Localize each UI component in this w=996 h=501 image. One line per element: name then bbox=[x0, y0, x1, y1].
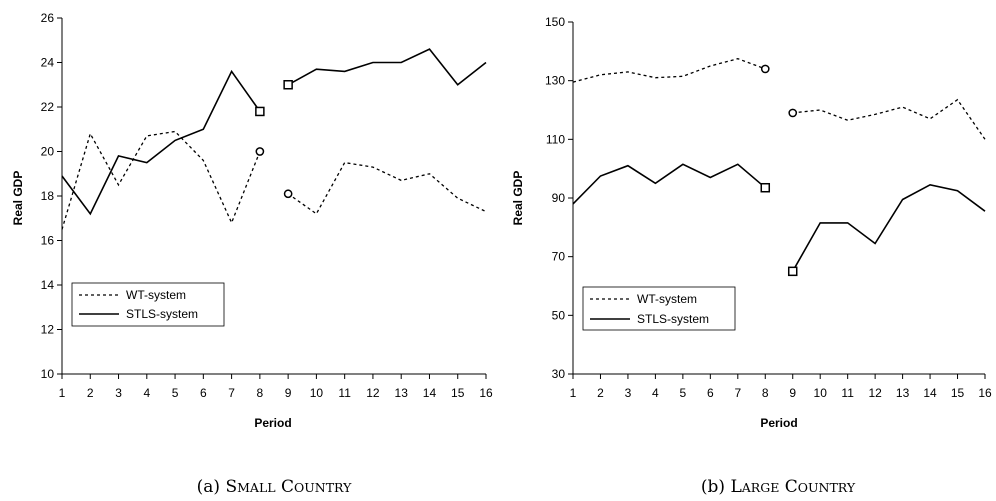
y-tick-label: 20 bbox=[41, 145, 55, 159]
x-tick-label: 4 bbox=[143, 386, 150, 400]
marker-square bbox=[760, 182, 771, 193]
caption: (b) LARGE COUNTRY bbox=[701, 477, 856, 497]
x-tick-label: 12 bbox=[366, 386, 380, 400]
y-tick-label: 10 bbox=[41, 367, 55, 381]
y-tick-label: 130 bbox=[545, 74, 565, 88]
y-tick-label: 70 bbox=[552, 250, 566, 264]
x-tick-label: 1 bbox=[570, 386, 577, 400]
x-tick-label: 8 bbox=[762, 386, 769, 400]
series-line-stls bbox=[572, 163, 766, 205]
x-axis-title: Period bbox=[254, 416, 291, 430]
x-tick-label: 13 bbox=[395, 386, 409, 400]
series-layer bbox=[572, 58, 986, 277]
x-tick-label: 15 bbox=[451, 386, 465, 400]
x-tick-label: 7 bbox=[228, 386, 235, 400]
series-line-stls bbox=[287, 48, 487, 86]
y-tick-label: 50 bbox=[552, 308, 566, 322]
marker-square bbox=[787, 266, 798, 277]
legend-box bbox=[582, 286, 736, 331]
x-tick-label: 11 bbox=[338, 386, 351, 400]
series-line-stls bbox=[61, 69, 261, 216]
series-line-wt bbox=[572, 58, 766, 83]
x-tick-label: 6 bbox=[707, 386, 714, 400]
x-tick-label: 7 bbox=[734, 386, 741, 400]
caption-cap: S bbox=[225, 477, 237, 497]
x-tick-label: 1 bbox=[59, 386, 66, 400]
x-tick-label: 4 bbox=[652, 386, 659, 400]
legend-label-stls: STLS-system bbox=[637, 312, 709, 326]
y-tick-label: 24 bbox=[41, 56, 55, 70]
x-tick-label: 10 bbox=[310, 386, 324, 400]
x-tick-label: 5 bbox=[680, 386, 687, 400]
x-tick-label: 9 bbox=[285, 386, 292, 400]
series-line-wt bbox=[792, 98, 986, 140]
y-tick-label: 16 bbox=[41, 234, 55, 248]
x-tick-label: 3 bbox=[625, 386, 632, 400]
x-tick-label: 6 bbox=[200, 386, 207, 400]
series-line-wt bbox=[61, 130, 261, 230]
series-line-wt bbox=[287, 161, 487, 215]
legend-label-wt: WT-system bbox=[637, 292, 697, 306]
x-tick-label: 16 bbox=[479, 386, 493, 400]
y-tick-label: 30 bbox=[552, 367, 566, 381]
marker-square bbox=[283, 80, 293, 90]
caption-cap: L bbox=[730, 477, 741, 497]
marker-circle bbox=[760, 64, 770, 74]
x-tick-label: 8 bbox=[257, 386, 264, 400]
x-tick-label: 10 bbox=[814, 386, 828, 400]
caption-sc: MALL bbox=[237, 480, 275, 495]
x-tick-label: 5 bbox=[172, 386, 179, 400]
y-tick-label: 22 bbox=[41, 100, 55, 114]
series-layer bbox=[61, 48, 487, 230]
x-tick-label: 2 bbox=[87, 386, 94, 400]
y-tick-label: 90 bbox=[552, 191, 566, 205]
x-tick-label: 3 bbox=[115, 386, 122, 400]
x-tick-label: 14 bbox=[423, 386, 437, 400]
y-axis-title: Real GDP bbox=[511, 171, 525, 226]
x-tick-label: 14 bbox=[923, 386, 937, 400]
x-tick-label: 13 bbox=[896, 386, 910, 400]
caption-sc: OUNTRY bbox=[798, 480, 856, 495]
y-axis-title: Real GDP bbox=[11, 171, 25, 226]
caption-sc: ARGE bbox=[741, 480, 780, 495]
caption-cap: C bbox=[281, 477, 294, 497]
legend-label-wt: WT-system bbox=[126, 288, 186, 302]
y-tick-label: 150 bbox=[545, 15, 565, 29]
caption: (a) SMALL COUNTRY bbox=[197, 477, 352, 497]
caption-sc: OUNTRY bbox=[294, 480, 352, 495]
caption-prefix: (b) bbox=[701, 477, 731, 497]
caption-cap: C bbox=[785, 477, 798, 497]
marker-circle bbox=[255, 147, 265, 156]
legend-label-stls: STLS-system bbox=[126, 307, 198, 321]
x-tick-label: 9 bbox=[789, 386, 796, 400]
x-tick-label: 2 bbox=[597, 386, 604, 400]
legend-box bbox=[71, 282, 225, 327]
x-axis-title: Period bbox=[760, 416, 797, 430]
y-tick-label: 26 bbox=[41, 11, 55, 25]
legend: WT-system STLS-system bbox=[71, 282, 225, 327]
marker-circle bbox=[283, 189, 293, 199]
y-tick-label: 14 bbox=[41, 278, 55, 292]
marker-circle bbox=[788, 108, 798, 118]
x-tick-label: 12 bbox=[868, 386, 882, 400]
y-tick-label: 110 bbox=[546, 132, 565, 146]
legend: WT-system STLS-system bbox=[582, 286, 736, 331]
y-tick-label: 12 bbox=[41, 323, 55, 337]
x-tick-label: 11 bbox=[841, 386, 854, 400]
series-line-stls bbox=[792, 183, 986, 272]
y-tick-label: 18 bbox=[41, 189, 55, 203]
marker-square bbox=[255, 106, 265, 117]
x-tick-label: 16 bbox=[978, 386, 992, 400]
x-tick-label: 15 bbox=[951, 386, 965, 400]
caption-prefix: (a) bbox=[197, 477, 226, 497]
